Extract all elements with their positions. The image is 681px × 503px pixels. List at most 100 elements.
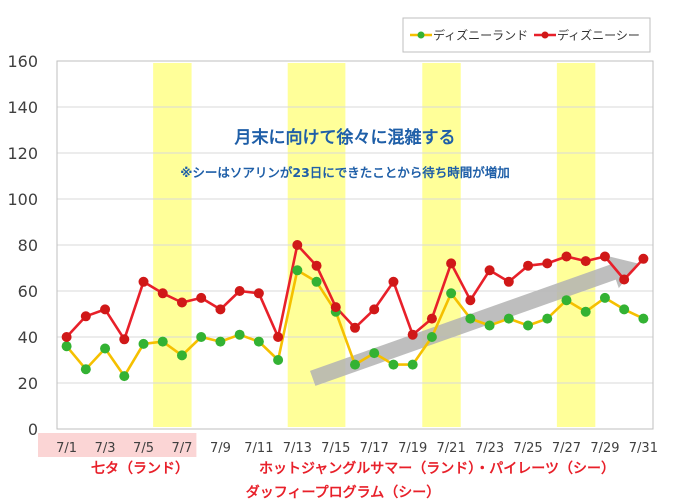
data-point-sea — [196, 292, 207, 303]
data-point-land — [523, 320, 534, 331]
data-point-sea — [484, 265, 495, 276]
y-tick-label: 20 — [18, 374, 38, 393]
x-tick-label: 7/7 — [172, 441, 193, 456]
data-point-land — [484, 320, 495, 331]
data-point-sea — [350, 322, 360, 333]
data-point-sea — [619, 274, 630, 285]
data-point-sea — [234, 286, 245, 296]
data-point-sea — [311, 260, 322, 271]
x-axis-label-bands — [38, 433, 197, 457]
y-tick-label: 120 — [7, 144, 38, 163]
y-tick-label: 0 — [28, 420, 38, 439]
data-point-land — [638, 313, 649, 324]
data-point-sea — [273, 332, 284, 342]
data-point-sea — [503, 276, 514, 287]
data-point-land — [426, 332, 437, 342]
event-label-summer: ホットジャングルサマー（ランド）・パイレーツ（シー） — [259, 460, 615, 477]
data-point-land — [292, 265, 303, 276]
legend-label-sea: ディズニーシー — [557, 28, 640, 43]
x-tick-label: 7/13 — [283, 441, 312, 456]
data-point-sea — [61, 332, 72, 342]
y-tick-label: 40 — [18, 328, 38, 347]
data-point-sea — [523, 260, 534, 271]
annotation-main: 月末に向けて徐々に混雑する — [234, 127, 456, 148]
data-point-sea — [542, 258, 553, 269]
data-point-land — [273, 355, 284, 365]
x-tick-label: 7/11 — [244, 441, 273, 456]
data-point-sea — [215, 304, 226, 315]
data-point-sea — [292, 240, 303, 250]
x-tick-label: 7/19 — [398, 441, 427, 456]
data-point-sea — [580, 256, 591, 267]
data-point-sea — [407, 329, 418, 340]
data-point-land — [542, 313, 553, 324]
x-tick-label: 7/25 — [513, 441, 542, 456]
data-point-land — [580, 306, 591, 317]
x-tick-label: 7/3 — [95, 441, 116, 456]
y-tick-label: 80 — [18, 236, 38, 255]
x-tick-label: 7/27 — [552, 441, 581, 456]
data-point-land — [561, 295, 572, 306]
data-point-sea — [80, 311, 91, 322]
plot-frame — [56, 60, 654, 430]
x-tick-label: 7/23 — [475, 441, 504, 456]
data-point-sea — [561, 251, 572, 262]
legend: ディズニーランド ディズニーシー — [402, 17, 651, 53]
data-point-sea — [176, 297, 187, 308]
event-label-duffy: ダッフィープログラム（シー） — [246, 484, 440, 501]
legend-box — [402, 17, 651, 53]
legend-marker-sea — [541, 31, 549, 39]
y-axis-ticks: 0 20 40 60 80 100 120 140 160 — [7, 52, 38, 439]
data-point-land — [80, 364, 91, 375]
data-point-land — [465, 313, 476, 324]
data-point-land — [599, 292, 610, 303]
data-point-land — [119, 371, 130, 382]
data-point-land — [234, 329, 245, 340]
event-label-tanabata: 七タ（ランド） — [91, 461, 189, 477]
data-point-sea — [599, 251, 610, 262]
data-point-sea — [465, 295, 476, 306]
y-tick-label: 60 — [18, 282, 38, 301]
x-tick-label: 7/31 — [629, 441, 658, 456]
y-tick-label: 160 — [7, 52, 38, 71]
x-tick-label: 7/17 — [360, 441, 389, 456]
data-point-land — [253, 336, 264, 347]
data-point-sea — [446, 258, 457, 269]
data-point-sea — [253, 288, 264, 299]
data-point-sea — [369, 304, 380, 315]
legend-marker-land — [417, 31, 425, 39]
annotation-sub: ※シーはソアリンが23日にできたことから待ち時間が増加 — [180, 165, 510, 180]
y-tick-label: 100 — [7, 190, 38, 209]
x-axis-ticks: 7/1 7/3 7/5 7/7 7/9 7/11 7/13 7/15 7/17 7/19 7/21 7… — [56, 441, 658, 456]
x-tick-label: 7/5 — [133, 441, 154, 456]
data-point-land — [138, 338, 149, 349]
data-point-sea — [638, 253, 649, 264]
data-point-sea — [100, 304, 111, 315]
data-point-land — [311, 276, 322, 287]
data-point-sea — [388, 276, 399, 287]
data-point-land — [407, 359, 418, 370]
x-tick-label: 7/9 — [210, 441, 231, 456]
data-point-land — [176, 350, 187, 361]
data-point-land — [503, 313, 514, 324]
data-point-land — [215, 336, 226, 347]
data-point-land — [446, 288, 457, 299]
series-markers — [61, 240, 649, 382]
x-tick-label: 7/21 — [437, 441, 466, 456]
y-tick-label: 140 — [7, 98, 38, 117]
x-tick-label: 7/15 — [321, 441, 350, 456]
data-point-sea — [138, 276, 149, 287]
data-point-land — [61, 341, 72, 352]
data-point-sea — [157, 288, 168, 299]
legend-label-land: ディズニーランド — [433, 28, 528, 43]
data-point-sea — [119, 334, 130, 345]
data-point-land — [157, 336, 168, 347]
data-point-land — [100, 343, 111, 354]
data-point-sea — [330, 302, 341, 313]
data-point-land — [350, 359, 360, 370]
x-tick-label: 7/1 — [56, 441, 77, 456]
xaxis-band-tanabata — [38, 433, 197, 457]
x-tick-label: 7/29 — [590, 441, 619, 456]
data-point-land — [388, 359, 399, 370]
